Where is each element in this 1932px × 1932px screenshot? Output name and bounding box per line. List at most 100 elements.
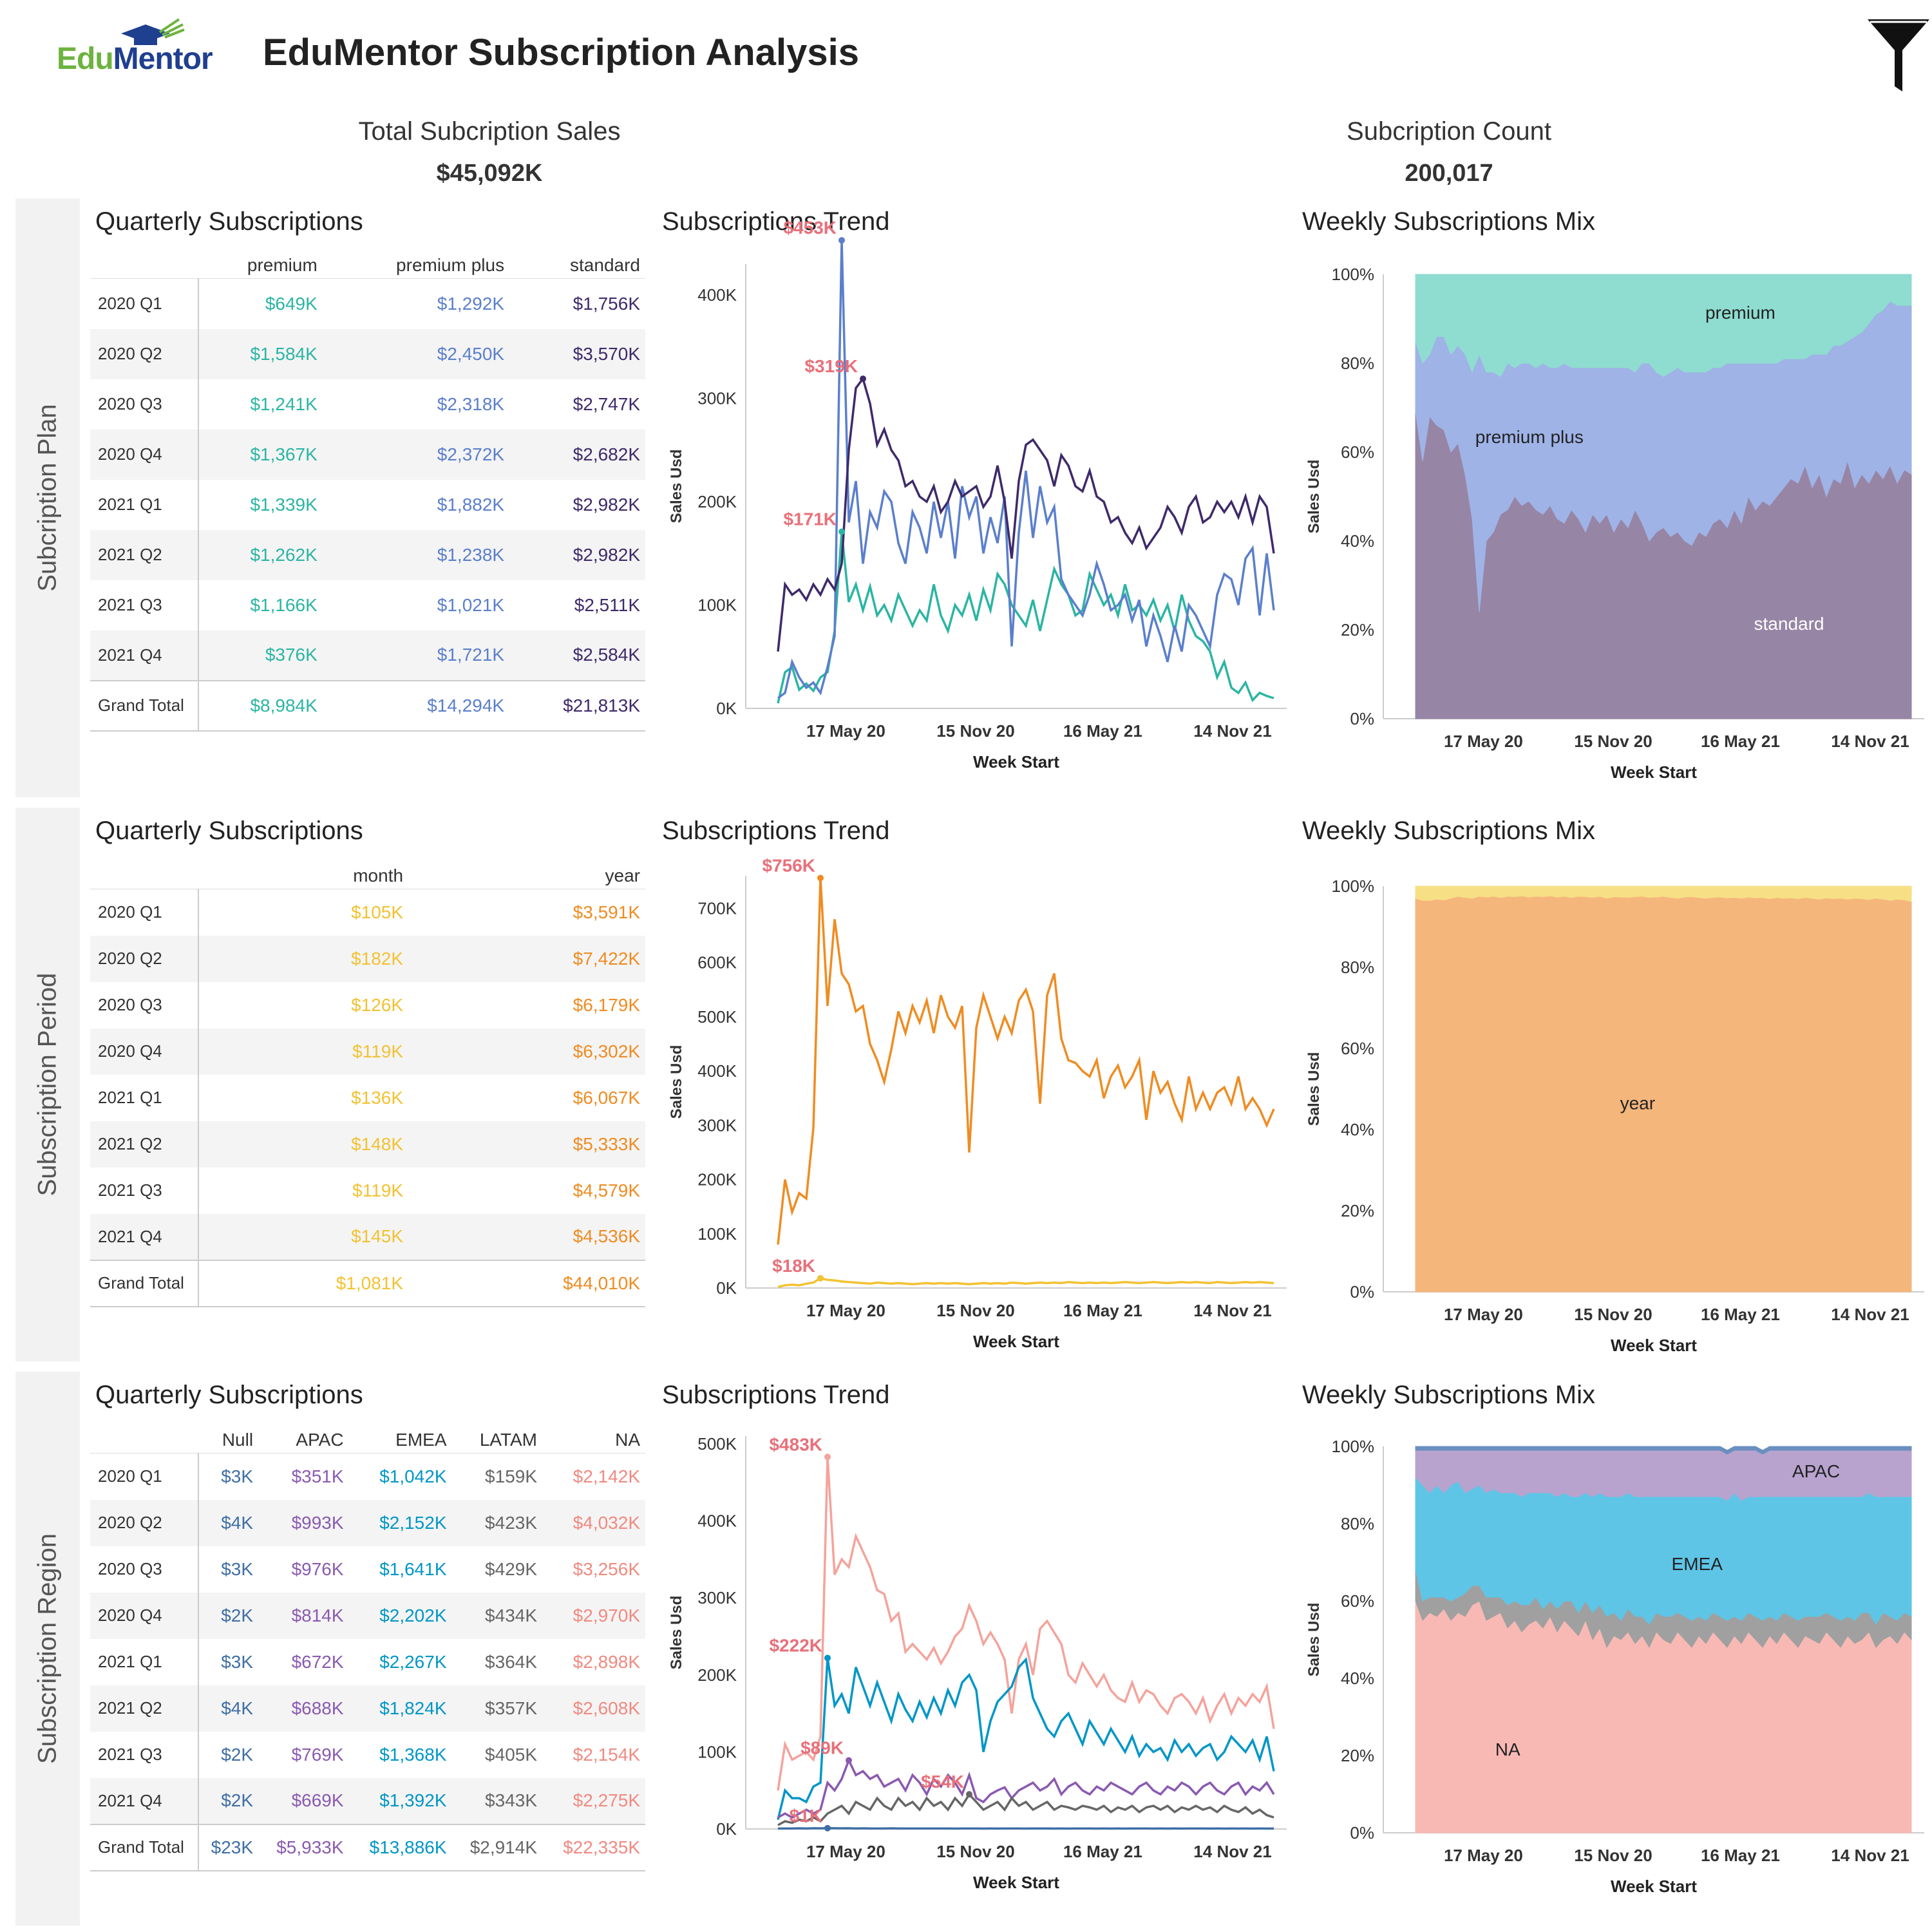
y-tick-label: 20% [1341,620,1374,639]
x-tick-label: 14 Nov 21 [1831,1305,1909,1324]
column-header: NA [542,1427,645,1454]
y-tick-label: 40% [1341,1669,1374,1688]
table-cell: $2,584K [509,630,645,681]
table-cell: $434K [451,1592,543,1639]
table-cell: $3K [221,1651,254,1672]
table-row: 2021 Q3 $119K $4,579K [90,1167,645,1214]
area-label: NA [1495,1739,1520,1759]
table-cell: $2K [198,1777,259,1824]
table-cell: $976K [291,1558,344,1579]
table-cell: $3,591K [573,902,640,922]
table-cell: $2,682K [509,429,645,480]
graduation-cap-icon [121,18,185,45]
table-cell: $649K [265,293,317,314]
table-row: 2020 Q2 $182K $7,422K [90,935,645,982]
total-sales-label: Total Subcription Sales [358,117,621,146]
row-label: Grand Total [90,1259,199,1307]
row-label: 2020 Q4 [90,429,199,480]
table-cell: $3K [221,1466,254,1486]
logo-mentor: Mentor [113,42,213,76]
series-line-month [777,1276,1274,1289]
y-tick-label: 300K [697,1115,737,1135]
x-tick-label: 16 May 21 [1701,1846,1780,1865]
table-cell: $1,392K [348,1777,452,1824]
subscription-count-value: 200,017 [1405,160,1493,187]
edumentor-logo: EduMentor [57,18,224,82]
y-tick-label: 100K [697,596,737,615]
side-panel-region: Subscription Region [15,1372,80,1926]
annotation-label: $483K [769,1434,822,1454]
table-cell: $126K [351,994,404,1015]
y-tick-label: 700K [697,899,737,918]
area-month [1415,886,1912,902]
table-row: 2021 Q1 $136K $6,067K [90,1074,645,1121]
y-axis-title: Sales Usd [1305,1603,1323,1677]
y-tick-label: 80% [1341,1514,1374,1533]
x-tick-label: 17 May 20 [806,721,886,741]
table-cell: $993K [258,1499,349,1546]
x-tick-label: 17 May 20 [1444,1305,1523,1324]
trend-title: Subscriptions Trend [662,207,890,236]
table-cell: $376K [198,630,323,681]
y-tick-label: 600K [697,953,737,972]
table-cell: $1,721K [322,630,510,681]
y-tick-label: 200K [697,1170,737,1189]
filter-icon[interactable] [1868,19,1929,91]
side-label: Subscription Region [33,1533,62,1764]
y-tick-label: 200K [697,1665,737,1685]
table-cell: $4,579K [573,1180,640,1200]
table-cell: $1,368K [379,1744,447,1765]
mix-chart-region: 100% 80% 60% 40% 20% 0% Sales Usd 17 May 20 15 N… [1305,1437,1924,1896]
table-cell: $14,294K [322,679,510,732]
table-row: 2021 Q4 $376K $1,721K $2,584K [90,630,645,681]
y-tick-label: 60% [1341,1039,1374,1058]
row-label: 2020 Q1 [90,889,199,936]
y-tick-label: 60% [1341,1591,1374,1611]
table-cell: $4,032K [542,1499,645,1546]
column-header: EMEA [348,1427,452,1454]
table-cell: $1,166K [250,594,317,615]
y-tick-label: 80% [1341,958,1374,977]
x-axis-title: Week Start [973,1332,1059,1351]
y-tick-label: 500K [697,1007,737,1027]
area-label: premium plus [1475,427,1584,447]
table-cell: $357K [451,1685,543,1732]
row-label: 2020 Q1 [90,278,199,329]
table-cell: $3K [221,1558,254,1579]
table-cell: $2,318K [437,393,505,414]
annotation-label: $222K [769,1635,822,1655]
table-cell: $2,898K [573,1651,640,1672]
y-tick-label: 0K [716,699,737,718]
side-label: Subcription Plan [33,404,62,592]
subscription-count-label: Subcription Count [1347,117,1551,146]
y-tick-label: 500K [697,1434,737,1454]
table-row: 2020 Q1 $105K $3,591K [90,889,645,936]
annotation-label: $1K [790,1806,822,1826]
row-label: 2021 Q1 [90,479,199,530]
quarterly-table-region: Null APAC EMEA LATAM NA 2020 Q1 $3K $351K $1,042… [90,1427,645,1871]
y-tick-label: 300K [697,1588,737,1607]
table-cell: $119K [352,1180,404,1200]
y-tick-label: 100% [1332,265,1375,284]
row-label: Grand Total [90,679,199,732]
row-label: 2020 Q2 [90,328,199,379]
table-cell: $44,010K [408,1259,645,1307]
annotation-label: $171K [783,509,837,529]
annotation-dot [817,1274,824,1282]
y-tick-label: 60% [1341,442,1374,462]
annotation-dot [824,1454,831,1461]
quarterly-table-period: month year 2020 Q1 $105K $3,591K 2020 Q2 $182K… [90,863,645,1307]
table-cell: $1,824K [348,1685,452,1732]
table-cell: $1,241K [250,393,317,414]
table-cell: $405K [485,1744,538,1765]
x-tick-label: 16 May 21 [1063,1301,1142,1320]
table-cell: $136K [351,1087,404,1108]
row-label: 2021 Q2 [90,1121,199,1168]
row-label: 2021 Q1 [90,1074,199,1121]
annotation-label: $453K [783,218,837,238]
table-cell: $1,021K [437,594,505,615]
table-cell: $672K [291,1651,344,1672]
annotation-dot [838,528,845,535]
x-tick-label: 17 May 20 [1444,1846,1523,1865]
table-cell: $364K [485,1651,538,1672]
